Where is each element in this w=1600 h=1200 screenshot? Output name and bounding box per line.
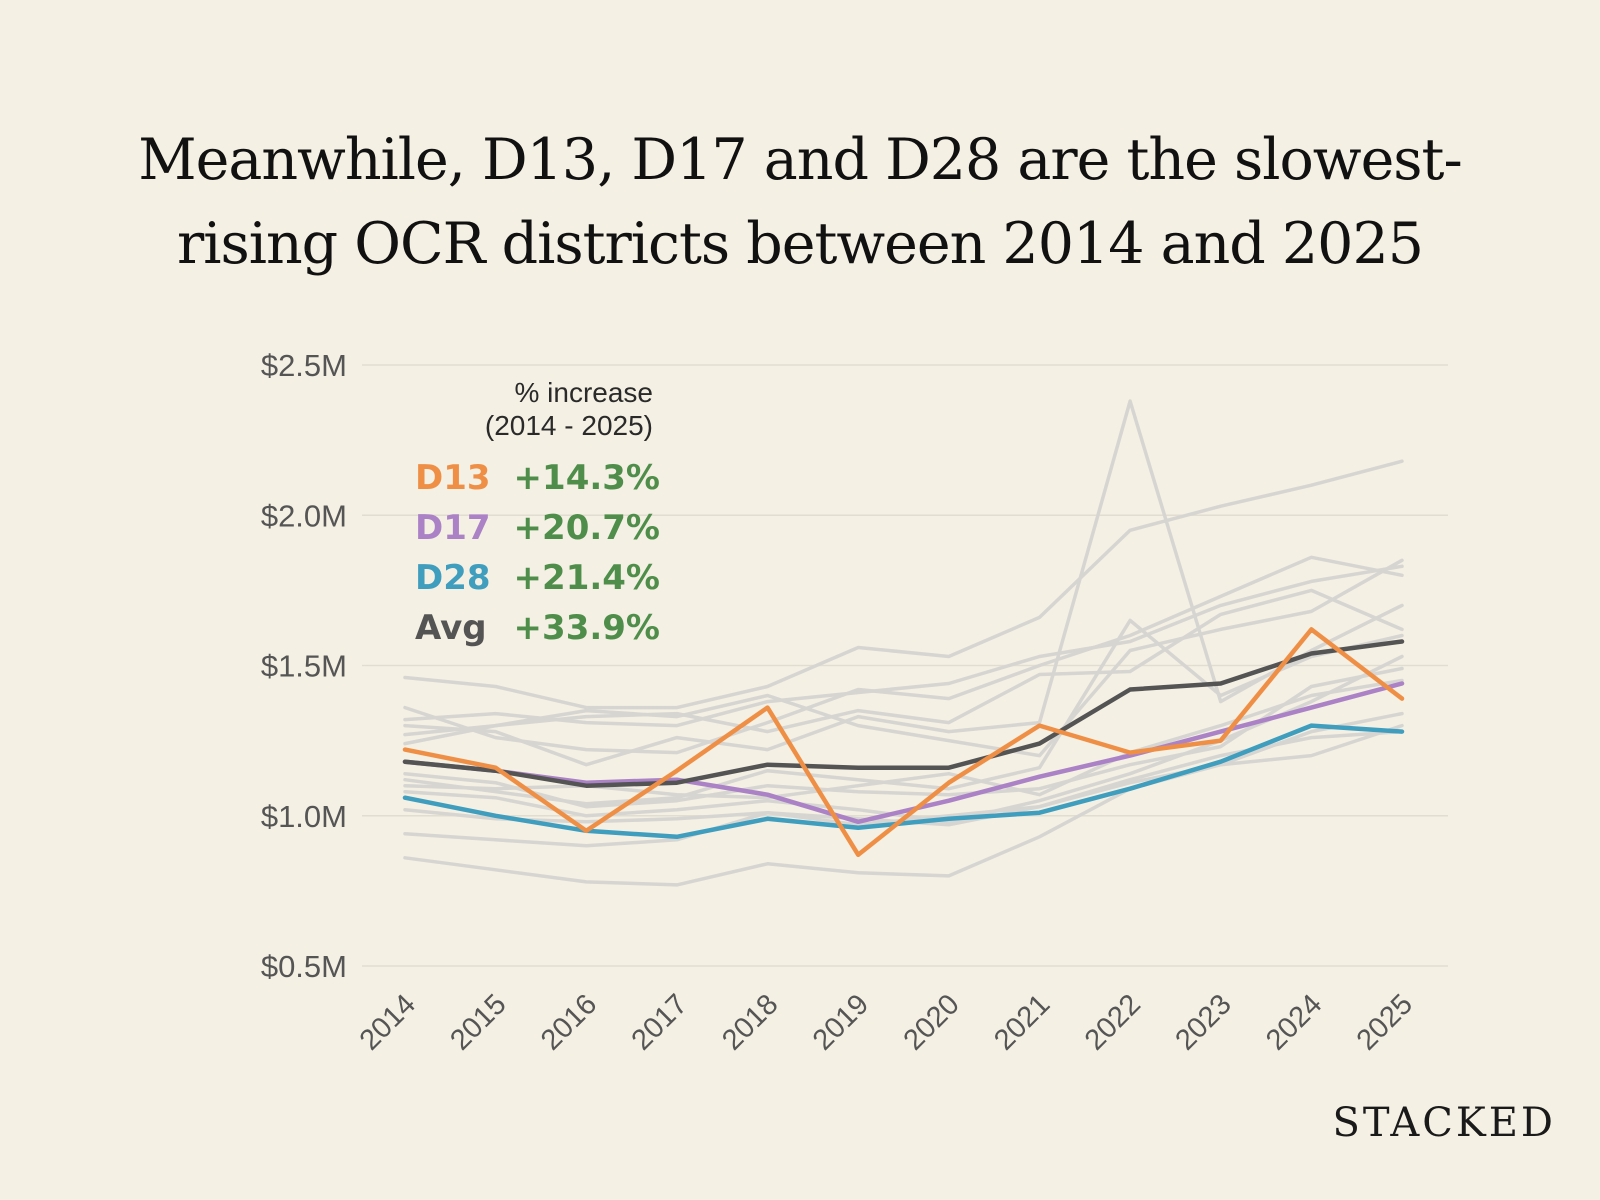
- legend-name-d28: D28: [415, 558, 491, 598]
- legend-name-d13: D13: [415, 458, 491, 498]
- legend-item-avg: Avg +33.9%: [415, 605, 660, 651]
- series-line-d13: [402, 627, 1405, 858]
- x-tick-label-2023: 2023: [1169, 988, 1237, 1056]
- background-series-line-9: [403, 666, 1404, 809]
- legend-pct-d28: +21.4%: [513, 558, 660, 598]
- legend-name-d17: D17: [415, 508, 491, 548]
- x-tick-label-2016: 2016: [535, 988, 603, 1056]
- x-tick-label-2019: 2019: [807, 988, 875, 1056]
- y-tick-label-2-0m: $2.0M: [261, 498, 347, 533]
- y-tick-label-1-5m: $1.5M: [261, 649, 347, 684]
- brand-logo-text: STACKED: [1332, 1100, 1556, 1146]
- legend-pct-avg: +33.9%: [513, 608, 660, 648]
- legend-heading: % increase (2014 - 2025): [410, 376, 653, 442]
- background-series-line-5: [403, 564, 1404, 728]
- chart-title: Meanwhile, D13, D17 and D28 are the slow…: [100, 118, 1500, 286]
- legend-item-d28: D28 +21.4%: [415, 555, 660, 601]
- legend-pct-d13: +14.3%: [513, 458, 660, 498]
- legend-pct-d17: +20.7%: [513, 508, 660, 548]
- background-series-line-2: [403, 555, 1404, 755]
- y-tick-label-2-5m: $2.5M: [261, 348, 347, 383]
- x-tick-label-2025: 2025: [1351, 988, 1419, 1056]
- legend-item-d13: D13 +14.3%: [415, 455, 660, 501]
- background-series-line-8: [403, 654, 1404, 824]
- y-tick-label-0-5m: $0.5M: [261, 949, 347, 984]
- series-line-d17: [402, 681, 1405, 825]
- background-series-line-3: [403, 399, 1404, 767]
- x-tick-label-2017: 2017: [626, 988, 694, 1056]
- x-tick-label-2018: 2018: [716, 988, 784, 1056]
- legend-heading-line-2: (2014 - 2025): [484, 410, 653, 441]
- x-tick-label-2020: 2020: [898, 988, 966, 1056]
- series-line-avg: [402, 639, 1405, 788]
- legend-name-avg: Avg: [415, 608, 487, 648]
- background-series-line-12: [403, 723, 1404, 887]
- y-tick-label-1-0m: $1.0M: [261, 799, 347, 834]
- x-tick-label-2024: 2024: [1260, 988, 1328, 1056]
- legend-item-d17: D17 +20.7%: [415, 505, 660, 551]
- background-series-line-6: [403, 588, 1404, 746]
- title-line-1: Meanwhile, D13, D17 and D28 are the slow…: [138, 127, 1462, 193]
- background-series-line-4: [403, 558, 1404, 758]
- x-tick-label-2021: 2021: [988, 988, 1056, 1056]
- x-tick-label-2015: 2015: [444, 988, 512, 1056]
- x-tick-label-2022: 2022: [1079, 988, 1147, 1056]
- background-series-line-1: [403, 459, 1404, 710]
- title-line-2: rising OCR districts between 2014 and 20…: [177, 211, 1424, 277]
- series-line-d28: [402, 723, 1405, 840]
- x-tick-label-2014: 2014: [354, 988, 422, 1056]
- legend-heading-line-1: % increase: [514, 377, 653, 408]
